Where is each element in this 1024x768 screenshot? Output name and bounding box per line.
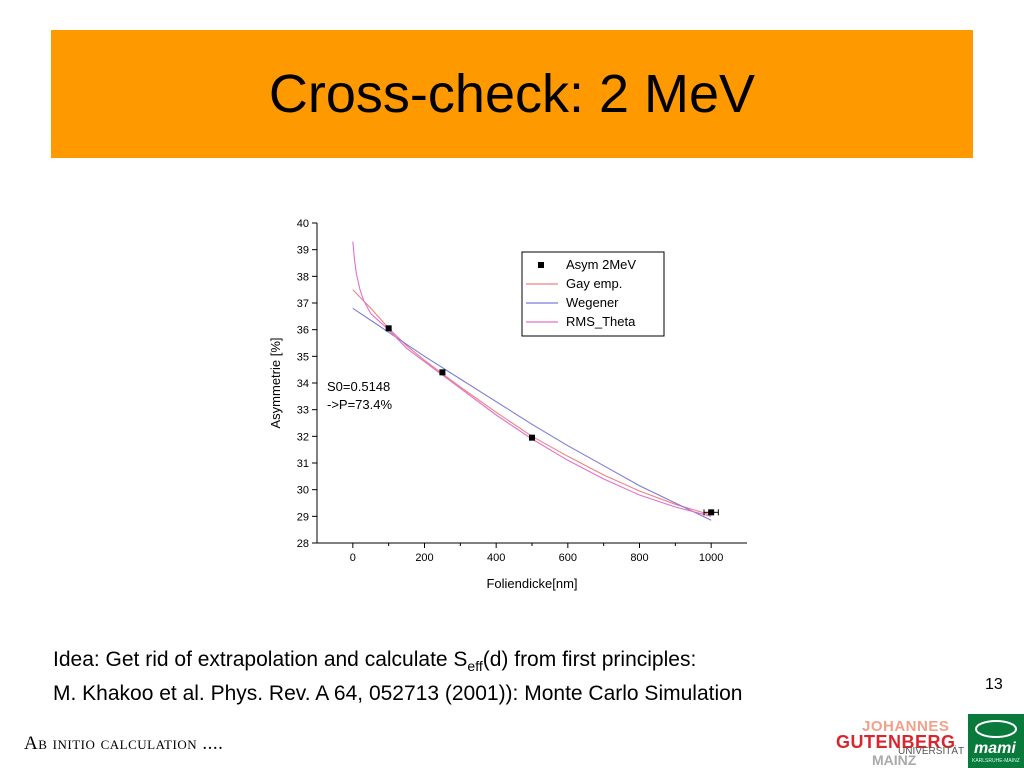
annotation-line: ->P=73.4% (327, 397, 392, 412)
x-axis-label: Foliendicke[nm] (486, 576, 577, 591)
chart-axes: 0 200 400 600 800 1000 28 29 30 31 32 33 34 35 36 37 38 3… (268, 218, 747, 591)
legend-entry: Gay emp. (566, 276, 622, 291)
y-tick-label: 30 (297, 485, 309, 497)
mami-logo: mami KARLSRUHE-MAINZ (968, 714, 1024, 768)
legend-entry: RMS_Theta (566, 314, 636, 329)
data-point (529, 434, 535, 441)
legend-entry: Asym 2MeV (566, 257, 636, 272)
series-line-gay-emp- (352, 289, 712, 516)
legend-marker (538, 262, 544, 268)
jgu-logo-line-1: JOHANNES (862, 718, 950, 735)
annotation-line: S0=0.5148 (327, 379, 390, 394)
y-tick-label: 28 (297, 538, 309, 550)
y-tick-label: 32 (297, 431, 309, 443)
legend-entry: Wegener (566, 295, 619, 310)
y-tick-label: 39 (297, 245, 309, 257)
x-tick-label: 0 (350, 552, 356, 564)
y-tick-label: 40 (297, 218, 309, 230)
caption-line-1-suffix: (d) from first principles: (482, 648, 697, 671)
y-tick-label: 29 (297, 511, 309, 523)
jgu-logo-line-3: UNIVERSITÄT (898, 746, 965, 757)
caption-line-2: M. Khakoo et al. Phys. Rev. A 64, 052713… (53, 682, 743, 706)
jgu-logo: JOHANNES GUTENBERG UNIVERSITÄT MAINZ (836, 718, 965, 768)
title-banner: Cross-check: 2 MeV (51, 30, 973, 158)
caption: Idea: Get rid of extrapolation and calcu… (53, 646, 953, 708)
data-point (708, 509, 715, 516)
y-tick-label: 33 (297, 405, 309, 417)
slide-title: Cross-check: 2 MeV (268, 64, 756, 124)
jgu-logo-line-4: MAINZ (872, 752, 917, 768)
y-tick-label: 31 (297, 458, 309, 470)
caption-line-1-prefix: Idea: Get rid of extrapolation and calcu… (53, 648, 468, 671)
x-tick-label: 600 (559, 552, 577, 564)
y-tick-label: 36 (297, 325, 309, 337)
chart: 0 200 400 600 800 1000 28 29 30 31 32 33 34 35 36 37 38 3… (268, 218, 747, 591)
y-tick-label: 37 (297, 298, 309, 310)
chart-annotation: S0=0.5148 ->P=73.4% (327, 379, 392, 412)
chart-legend: Asym 2MeV Gay emp. Wegener RMS_Theta (521, 251, 665, 337)
series-line-rms-theta (352, 241, 712, 517)
data-point (385, 325, 392, 332)
caption-subscript: eff (467, 658, 483, 675)
mami-logo-subtext: KARLSRUHE-MAINZ (972, 758, 1020, 764)
y-axis-label: Asymmetrie [%] (268, 337, 283, 428)
x-tick-label: 200 (415, 552, 433, 564)
x-tick-label: 1000 (699, 552, 723, 564)
y-tick-label: 34 (297, 378, 309, 390)
data-point (439, 369, 446, 376)
x-tick-label: 800 (630, 552, 648, 564)
caption-line-1: Idea: Get rid of extrapolation and calcu… (53, 646, 953, 680)
series-line-wegener (352, 307, 712, 521)
x-tick-label: 400 (487, 552, 505, 564)
chart-series (352, 241, 719, 521)
y-tick-label: 35 (297, 351, 309, 363)
mami-logo-mark-icon (975, 720, 1017, 738)
mami-logo-text: mami (974, 740, 1016, 757)
jgu-logo-line-2: GUTENBERG (836, 732, 956, 752)
y-tick-label: 38 (297, 271, 309, 283)
footer-text: Ab initio calculation .... (24, 733, 224, 754)
slide-number: 13 (985, 676, 1003, 693)
